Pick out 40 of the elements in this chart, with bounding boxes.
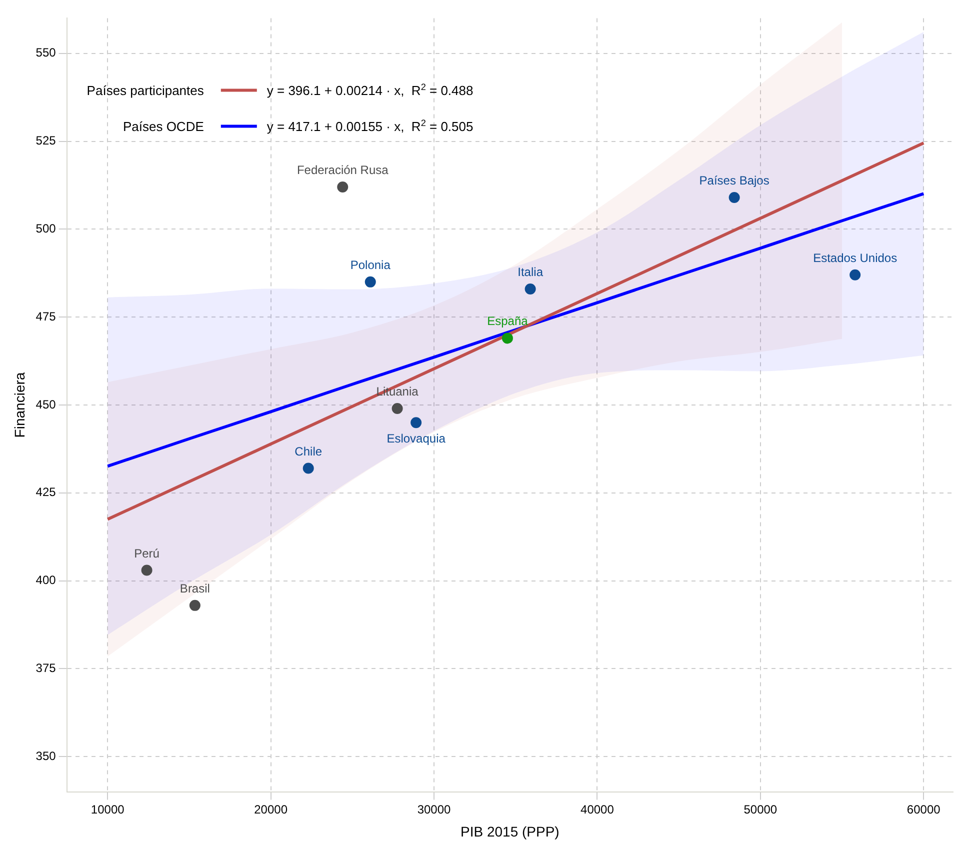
y-tick-label: 375 (36, 661, 56, 676)
y-tick-label: 400 (36, 573, 56, 588)
point (410, 417, 422, 428)
x-tick-label: 60000 (906, 802, 941, 816)
annotation: Polonia (350, 258, 391, 272)
point (392, 403, 403, 414)
x-tick-label: 10000 (90, 802, 125, 816)
point (337, 181, 348, 192)
y-axis-title: Financiera (11, 372, 28, 438)
point (728, 192, 740, 204)
y-tick-label: 525 (36, 134, 56, 148)
point (524, 283, 536, 294)
x-axis-title: PIB 2015 (PPP) (460, 823, 560, 840)
y-tick-label: 550 (36, 46, 56, 60)
annotation: Italia (518, 264, 544, 279)
annotation: Estados Unidos (813, 250, 898, 265)
legend-label: Países participantes (86, 83, 204, 98)
legend-label: Países OCDE (122, 119, 204, 134)
y-tick-label: 475 (36, 309, 56, 324)
point (302, 462, 314, 474)
point (141, 564, 152, 576)
annotation: Federación Rusa (296, 162, 389, 177)
y-tick-label: 350 (36, 748, 56, 763)
x-tick-label: 50000 (744, 802, 778, 816)
point (364, 276, 376, 288)
point (850, 269, 861, 280)
y-tick-label: 425 (36, 485, 56, 500)
annotation: España (487, 314, 528, 328)
x-tick-label: 40000 (580, 802, 614, 816)
point (189, 600, 200, 611)
point (502, 332, 513, 344)
annotation: Países Bajos (699, 174, 770, 188)
annotation: Perú (134, 546, 160, 560)
x-tick-label: 30000 (417, 802, 452, 816)
annotation: Brasil (180, 581, 210, 596)
y-tick-label: 450 (36, 397, 56, 412)
y-tick-label: 500 (36, 221, 56, 236)
annotation: Eslovaquia (386, 432, 446, 446)
x-tick-label: 20000 (254, 802, 288, 816)
annotation: Chile (294, 444, 322, 458)
